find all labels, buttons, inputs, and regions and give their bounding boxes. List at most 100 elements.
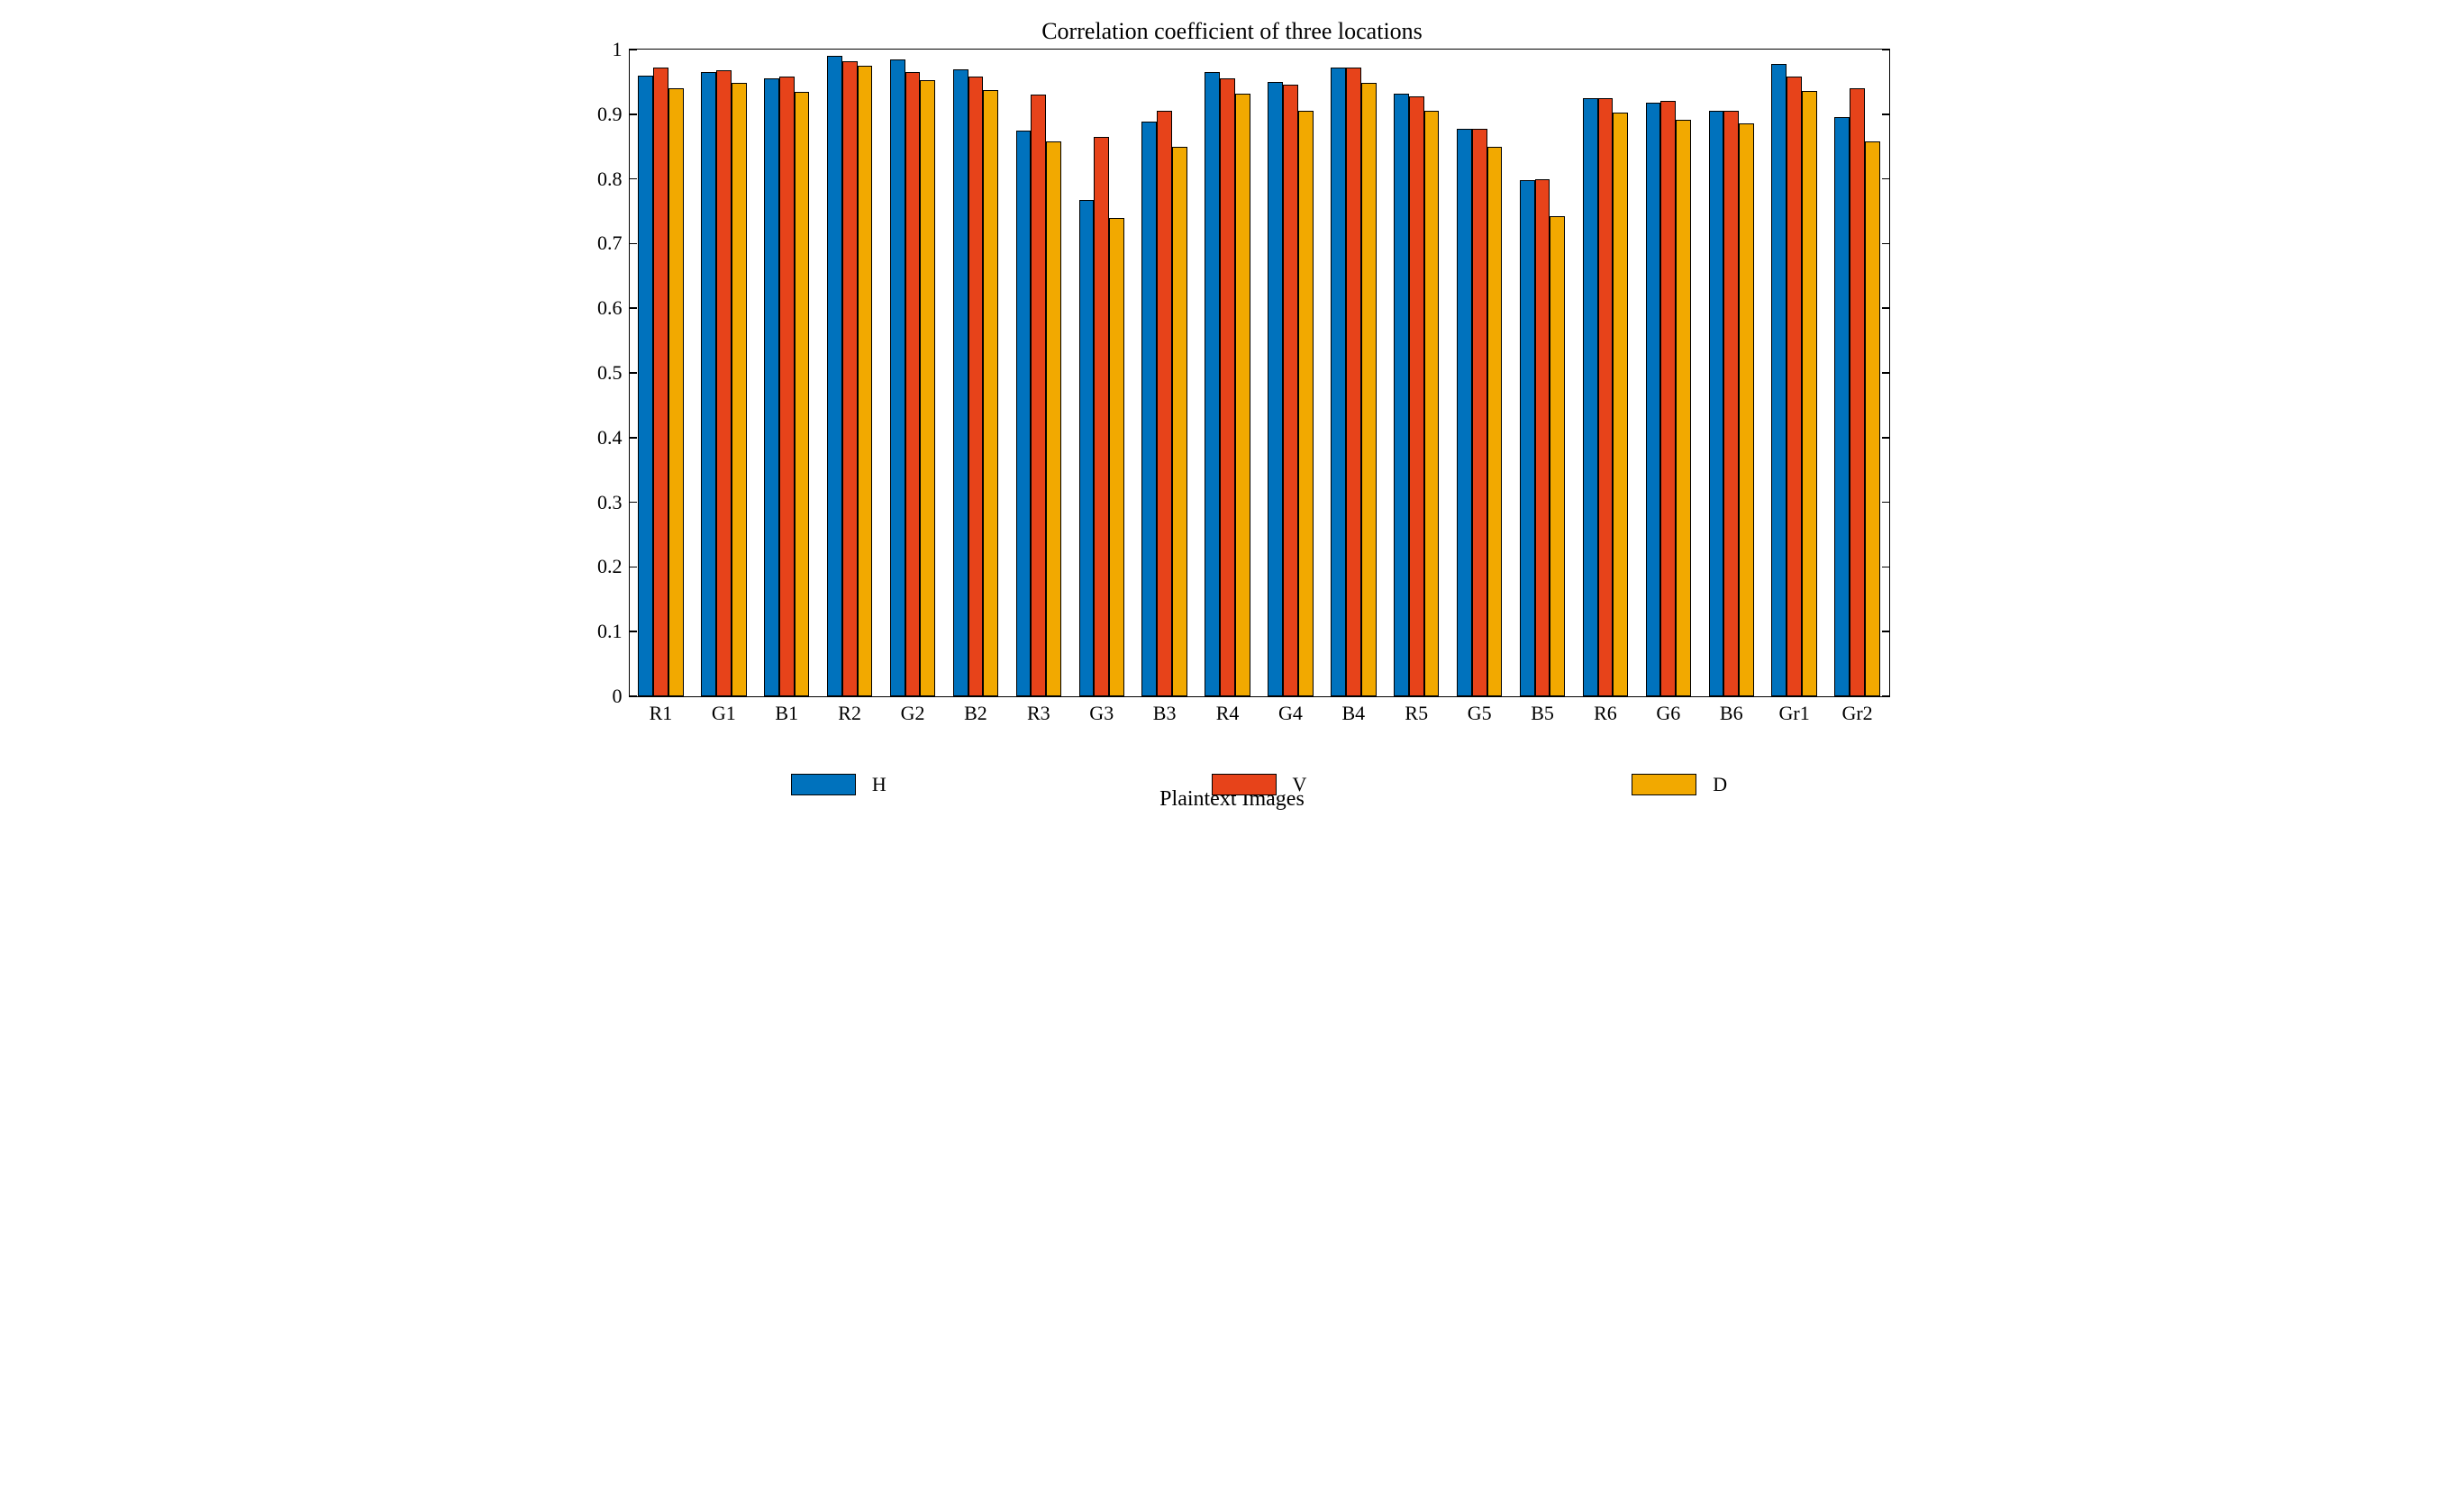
x-tick-label: G1	[712, 702, 736, 725]
bar	[1660, 101, 1676, 696]
bar	[653, 68, 668, 696]
bar	[638, 76, 653, 696]
bar	[1646, 103, 1661, 696]
y-tick-label: 0.2	[597, 555, 623, 578]
chart-container: Correlation coefficient of three locatio…	[557, 18, 1908, 847]
y-tick-label: 0.3	[597, 491, 623, 514]
y-tick-mark	[1882, 113, 1889, 115]
x-tick-label: G2	[901, 702, 925, 725]
y-tick-mark	[630, 243, 637, 245]
bar	[920, 80, 935, 696]
x-tick-label: B6	[1720, 702, 1743, 725]
bar	[1487, 147, 1503, 696]
bar	[1424, 111, 1440, 696]
bar	[1361, 83, 1377, 696]
bar	[1172, 147, 1187, 696]
bar	[1109, 218, 1124, 696]
bar	[716, 70, 732, 696]
legend-label: D	[1713, 773, 1727, 796]
bar	[1472, 129, 1487, 696]
y-tick-mark	[630, 502, 637, 504]
x-tick-label: G3	[1089, 702, 1114, 725]
x-tick-label: R3	[1027, 702, 1050, 725]
bar	[1457, 129, 1472, 696]
bar	[1613, 113, 1628, 696]
y-tick-label: 0.1	[597, 620, 623, 643]
y-tick-label: 0.4	[597, 426, 623, 449]
x-tick-label: B2	[964, 702, 987, 725]
y-tick-mark	[1882, 502, 1889, 504]
bar	[701, 72, 716, 696]
bar	[732, 83, 747, 696]
bar	[1331, 68, 1346, 696]
x-tick-label: R1	[650, 702, 673, 725]
y-tick-mark	[630, 49, 637, 50]
bar	[1079, 200, 1095, 696]
x-tick-label: R5	[1405, 702, 1428, 725]
x-tick-label: G5	[1468, 702, 1492, 725]
bar	[1771, 64, 1787, 696]
bar	[953, 69, 968, 696]
bar	[1298, 111, 1314, 696]
y-tick-label: 0.9	[597, 103, 623, 126]
y-tick-mark	[1882, 372, 1889, 374]
bar	[1409, 96, 1424, 696]
bar	[1850, 88, 1865, 696]
y-tick-label: 0.6	[597, 296, 623, 320]
bar	[1583, 98, 1598, 696]
bar	[842, 61, 858, 696]
bar	[1676, 120, 1691, 696]
x-tick-label: Gr2	[1841, 702, 1872, 725]
bar	[1394, 94, 1409, 696]
y-tick-label: 0.5	[597, 361, 623, 385]
bar	[1220, 78, 1235, 696]
y-tick-label: 0	[613, 685, 623, 708]
legend-item: H	[791, 773, 886, 796]
x-tick-label: B1	[775, 702, 798, 725]
y-tick-mark	[630, 567, 637, 568]
bar	[1709, 111, 1724, 696]
bar	[1283, 85, 1298, 696]
bar	[1834, 117, 1850, 696]
bar	[858, 66, 873, 696]
legend-item: V	[1212, 773, 1307, 796]
bar	[890, 59, 905, 696]
y-tick-mark	[630, 372, 637, 374]
x-tick-label: G6	[1656, 702, 1680, 725]
bar	[764, 78, 779, 696]
bar	[1535, 179, 1550, 696]
x-tick-label: R6	[1594, 702, 1617, 725]
legend-item: D	[1632, 773, 1727, 796]
y-tick-mark	[1882, 437, 1889, 439]
bar	[1016, 131, 1032, 696]
bar	[1787, 77, 1802, 696]
bar	[1157, 111, 1172, 696]
bar	[968, 77, 984, 696]
bar	[1739, 123, 1754, 696]
y-tick-mark	[1882, 567, 1889, 568]
bar	[1235, 94, 1250, 696]
y-tick-mark	[1882, 307, 1889, 309]
legend: HVD	[629, 773, 1890, 796]
legend-label: H	[872, 773, 886, 796]
bar	[1520, 180, 1535, 696]
y-tick-mark	[630, 307, 637, 309]
y-tick-label: 0.7	[597, 231, 623, 255]
y-tick-mark	[1882, 243, 1889, 245]
y-tick-mark	[1882, 49, 1889, 50]
y-tick-mark	[1882, 631, 1889, 632]
bar	[1802, 91, 1817, 696]
x-tick-label: B3	[1153, 702, 1177, 725]
bar	[668, 88, 684, 696]
x-tick-label: B5	[1531, 702, 1554, 725]
bar	[905, 72, 921, 696]
x-tick-label: G4	[1278, 702, 1303, 725]
x-tick-label: R2	[838, 702, 861, 725]
x-tick-label: Gr1	[1779, 702, 1810, 725]
legend-label: V	[1293, 773, 1307, 796]
bar	[795, 92, 810, 696]
bar	[1205, 72, 1220, 696]
bar	[1723, 111, 1739, 696]
y-tick-mark	[630, 631, 637, 632]
bar	[1268, 82, 1283, 696]
